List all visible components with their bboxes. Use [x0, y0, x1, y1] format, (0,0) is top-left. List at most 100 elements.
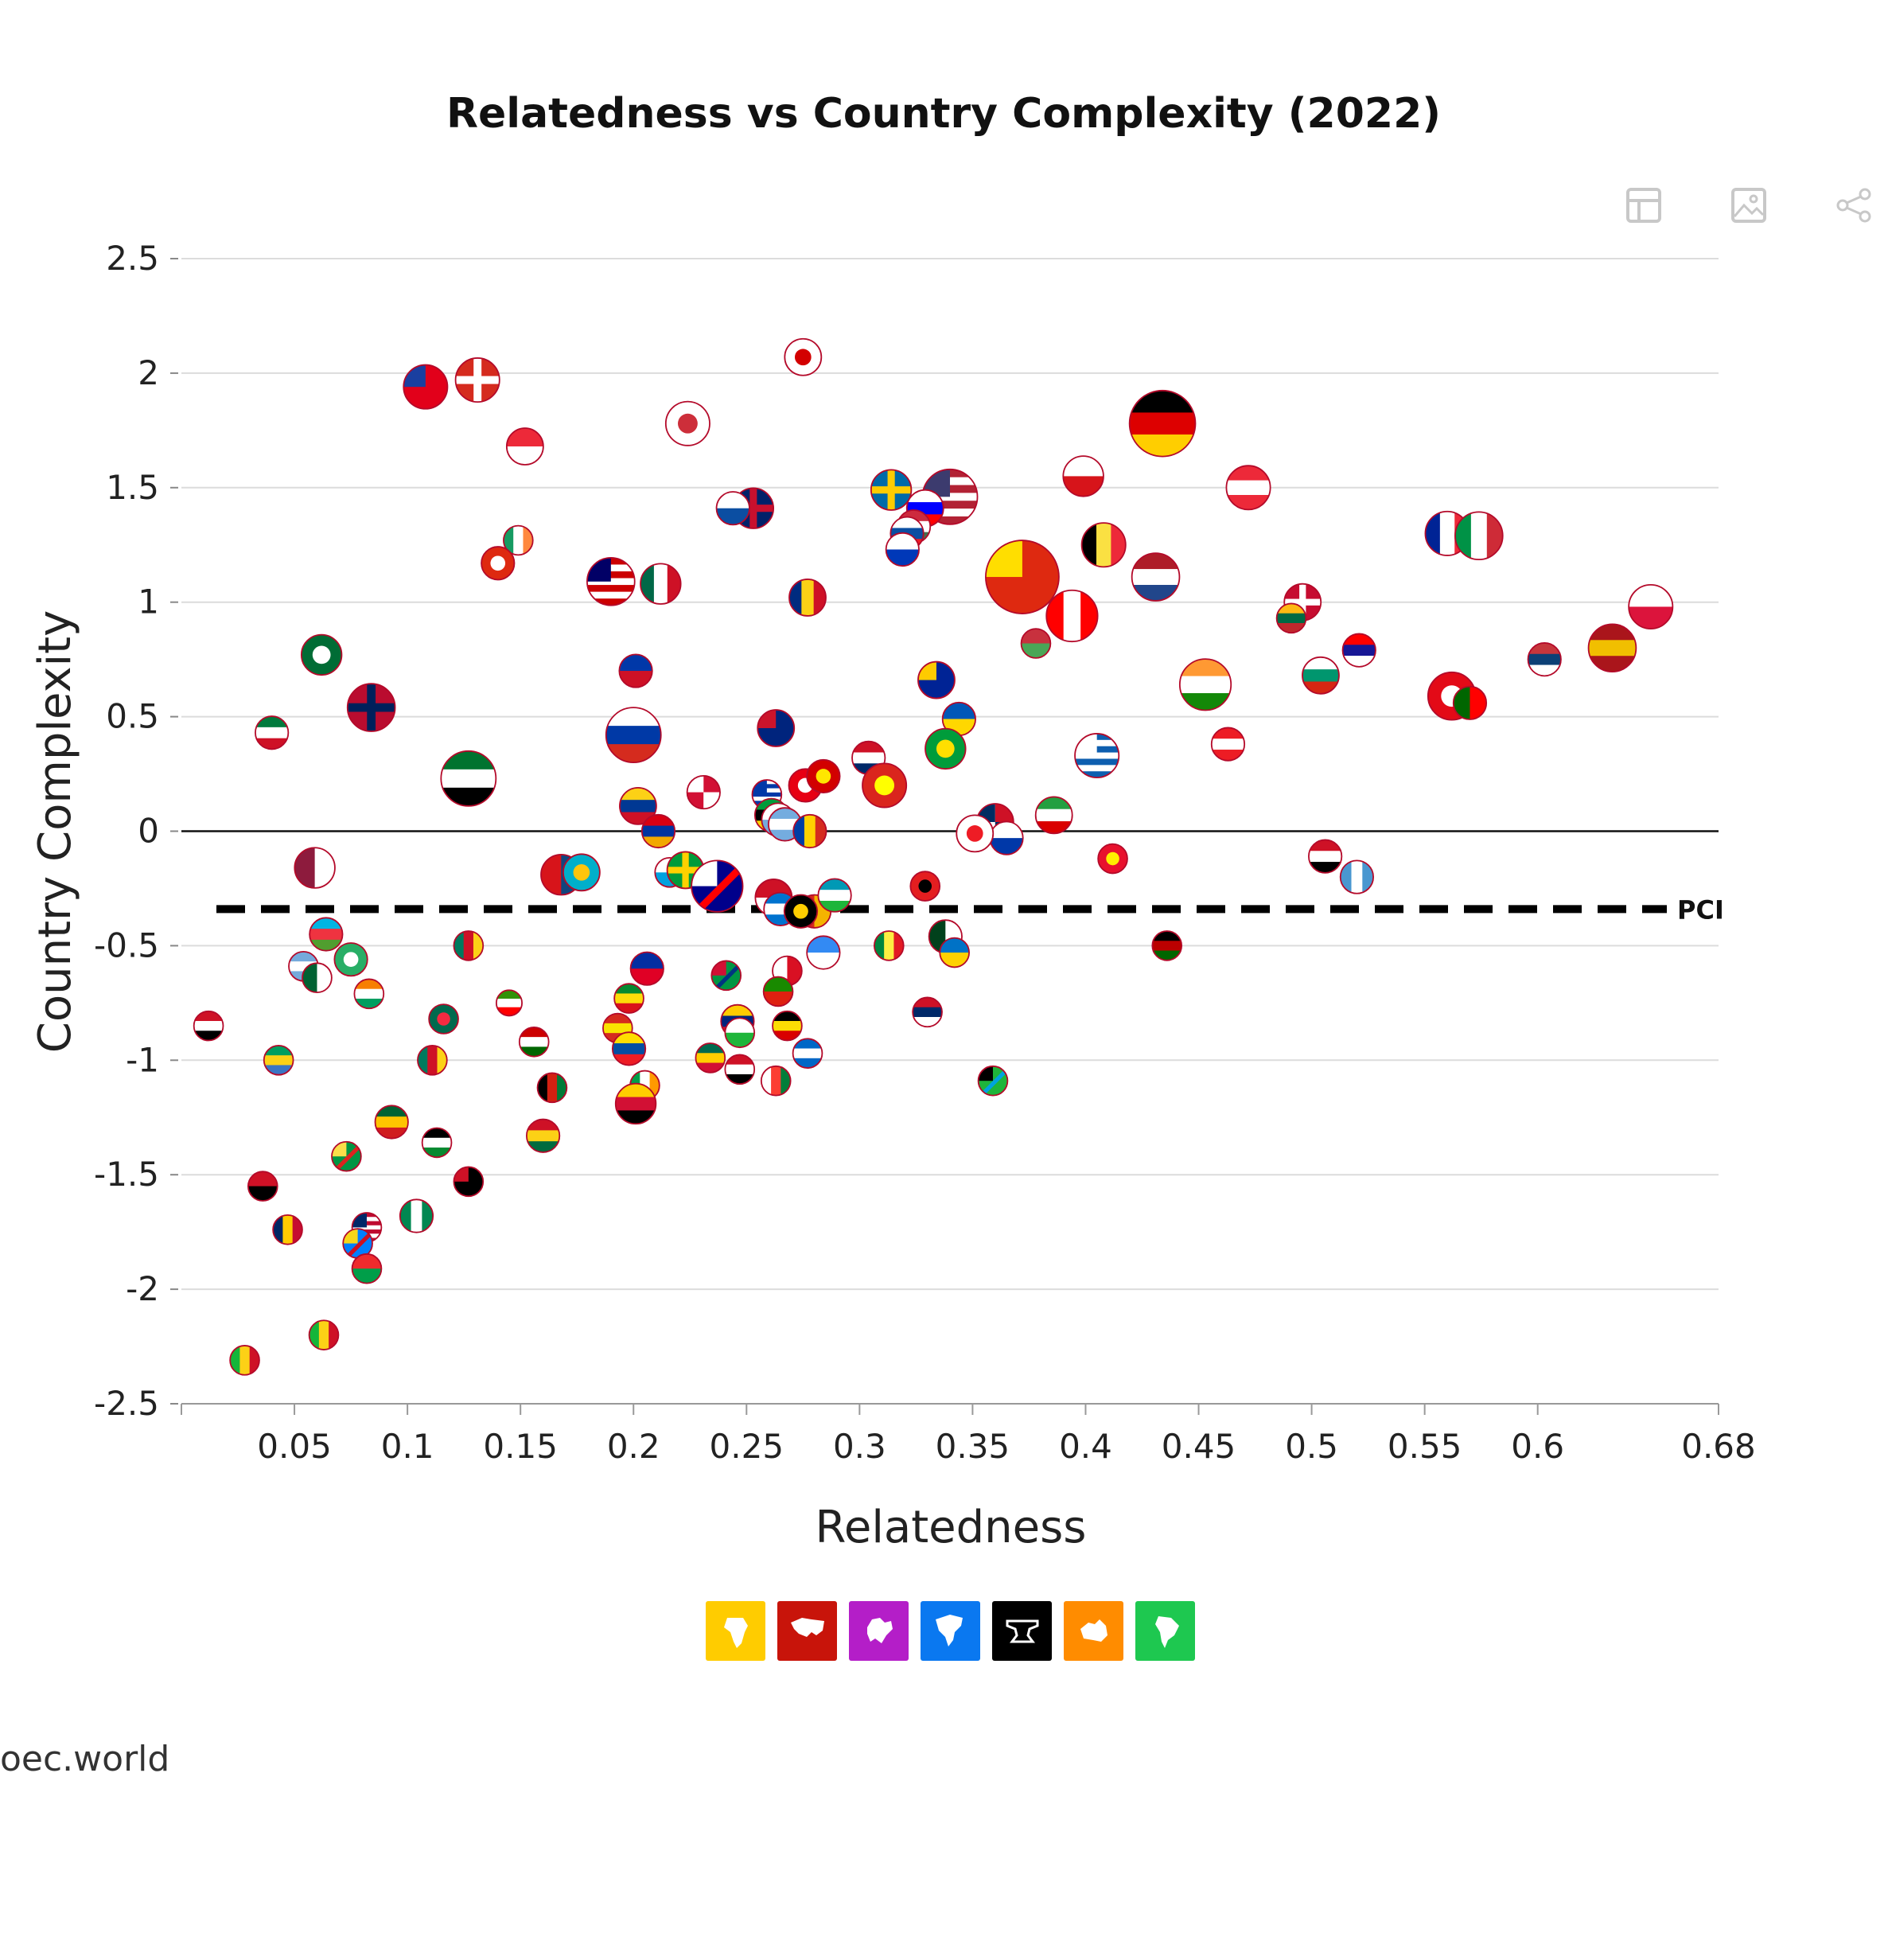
country-point[interactable] [586, 556, 636, 606]
country-point[interactable] [294, 847, 336, 889]
country-point[interactable] [1045, 589, 1099, 643]
country-point[interactable] [562, 853, 601, 892]
legend-north-america[interactable] [921, 1601, 980, 1661]
country-point[interactable] [1151, 930, 1183, 961]
country-point[interactable] [1452, 685, 1488, 720]
country-point[interactable] [912, 996, 943, 1028]
country-point[interactable] [1275, 602, 1307, 634]
country-point[interactable] [272, 1214, 303, 1245]
country-point[interactable] [193, 1010, 224, 1042]
country-point[interactable] [939, 937, 970, 968]
country-point[interactable] [1062, 455, 1104, 497]
country-point[interactable] [640, 563, 682, 605]
country-point[interactable] [695, 1042, 726, 1074]
country-point[interactable] [505, 427, 544, 466]
country-point[interactable] [309, 917, 344, 952]
country-point[interactable] [1020, 628, 1052, 659]
country-point[interactable] [495, 989, 523, 1017]
country-point[interactable] [399, 1198, 434, 1233]
country-point[interactable] [666, 851, 705, 890]
country-point[interactable] [1341, 633, 1376, 668]
country-point[interactable] [331, 1140, 362, 1172]
country-point[interactable] [1131, 552, 1181, 602]
country-point[interactable] [536, 1072, 568, 1104]
country-point[interactable] [977, 1065, 1009, 1097]
country-point[interactable] [783, 894, 819, 929]
country-point[interactable] [1080, 522, 1127, 568]
country-point[interactable] [302, 962, 333, 993]
table-view-button[interactable] [1623, 185, 1664, 226]
country-point[interactable] [917, 660, 956, 699]
country-point[interactable] [518, 1026, 550, 1058]
country-point[interactable] [686, 774, 721, 810]
country-point[interactable] [772, 1010, 803, 1042]
country-point[interactable] [909, 871, 941, 902]
country-point[interactable] [788, 579, 827, 617]
share-button[interactable] [1833, 185, 1874, 226]
country-point[interactable] [1074, 733, 1120, 779]
country-point[interactable] [640, 813, 676, 849]
legend-south-america[interactable] [1135, 1601, 1195, 1661]
country-point[interactable] [353, 978, 385, 1010]
country-point[interactable] [724, 1054, 756, 1085]
country-point[interactable] [691, 859, 744, 913]
country-point[interactable] [956, 814, 995, 853]
country-point[interactable] [374, 1105, 409, 1140]
country-point[interactable] [300, 633, 343, 676]
country-point[interactable] [806, 758, 841, 794]
country-point[interactable] [333, 942, 368, 977]
legend-anvil[interactable] [992, 1601, 1052, 1661]
country-point[interactable] [925, 727, 967, 770]
country-point[interactable] [985, 540, 1060, 614]
country-point[interactable] [664, 400, 710, 446]
country-point[interactable] [784, 337, 823, 376]
country-point[interactable] [1628, 583, 1674, 629]
country-point[interactable] [428, 1003, 459, 1035]
country-point[interactable] [989, 820, 1024, 855]
country-point[interactable] [1178, 658, 1232, 711]
country-point[interactable] [481, 546, 516, 581]
country-point[interactable] [710, 960, 742, 992]
country-point[interactable] [346, 683, 396, 732]
download-image-button[interactable] [1728, 185, 1769, 226]
country-point[interactable] [403, 364, 449, 410]
country-point[interactable] [263, 1045, 294, 1076]
legend-africa[interactable] [706, 1601, 765, 1661]
country-point[interactable] [760, 1065, 792, 1097]
country-point[interactable] [724, 1017, 756, 1049]
country-point[interactable] [308, 1319, 340, 1350]
country-point[interactable] [873, 930, 905, 961]
country-point[interactable] [715, 491, 750, 526]
country-point[interactable] [440, 750, 497, 807]
country-point[interactable] [1308, 839, 1343, 874]
country-point[interactable] [792, 813, 827, 849]
country-point[interactable] [1097, 843, 1128, 875]
country-point[interactable] [817, 878, 852, 913]
country-point[interactable] [503, 524, 534, 556]
country-point[interactable] [453, 1166, 485, 1198]
country-point[interactable] [611, 1031, 647, 1066]
country-point[interactable] [351, 1253, 383, 1284]
country-point[interactable] [757, 709, 796, 747]
country-point[interactable] [1210, 727, 1246, 762]
country-point[interactable] [1302, 656, 1340, 695]
country-point[interactable] [792, 1038, 823, 1069]
country-point[interactable] [229, 1345, 260, 1376]
country-point[interactable] [870, 469, 913, 511]
country-point[interactable] [1454, 511, 1504, 561]
country-point[interactable] [613, 983, 644, 1014]
legend-oceania[interactable] [1064, 1601, 1123, 1661]
country-point[interactable] [247, 1171, 278, 1202]
country-point[interactable] [454, 357, 500, 403]
country-point[interactable] [1527, 642, 1562, 677]
country-point[interactable] [255, 715, 290, 750]
legend-europe[interactable] [849, 1601, 909, 1661]
country-point[interactable] [806, 935, 841, 970]
country-point[interactable] [618, 653, 653, 688]
country-point[interactable] [614, 1082, 657, 1125]
country-point[interactable] [885, 532, 920, 567]
country-point[interactable] [525, 1118, 561, 1153]
country-point[interactable] [417, 1045, 448, 1076]
country-point[interactable] [605, 707, 662, 764]
country-point[interactable] [762, 976, 794, 1007]
